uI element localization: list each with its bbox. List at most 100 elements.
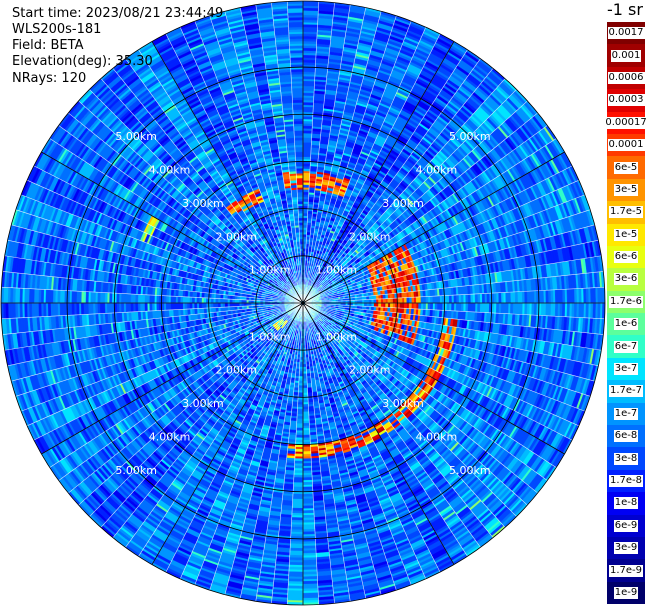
ray-separator	[1, 286, 301, 304]
ray-separator	[305, 255, 602, 303]
colorbar-swatch: 1e-8	[607, 492, 645, 515]
ray-separator	[304, 138, 557, 302]
ray-separator	[20, 303, 301, 412]
ray-separator	[11, 303, 301, 382]
range-ring-label: 4.00km	[416, 164, 458, 177]
colorbar-tick-label: 0.0006	[607, 71, 645, 84]
colorbar-swatch: 6e-6	[607, 245, 645, 269]
ray-separator	[165, 304, 303, 573]
colorbar-tick-label: 0.001	[610, 49, 642, 62]
ray-separator	[304, 304, 548, 481]
colorbar-tick-label: 3e-6	[613, 273, 639, 286]
colorbar-tick-label: 1e-6	[613, 318, 639, 331]
colorbar-tick-label: 6e-7	[613, 340, 639, 353]
ray-separator	[112, 68, 302, 302]
ray-separator	[303, 305, 397, 591]
ray-separator	[100, 78, 302, 302]
colorbar: 0.0017 0.001 0.0006 0.0003 0.00017 0.0001 6e-5…	[604, 22, 647, 605]
ray-separator	[304, 304, 538, 494]
ray-separator	[209, 15, 303, 301]
range-ring-label: 3.00km	[182, 197, 224, 210]
ray-separator	[255, 4, 303, 301]
colorbar-tick-label: 1.7e-9	[608, 564, 644, 577]
colorbar-swatch: 0.0017	[607, 22, 645, 45]
ray-separator	[271, 2, 304, 301]
ray-separator	[239, 305, 303, 599]
ray-separator	[58, 304, 302, 481]
ray-separator	[302, 1, 320, 301]
ray-separator	[304, 304, 494, 538]
ray-separator	[305, 224, 595, 303]
colorbar-tick-label: 6e-6	[613, 251, 639, 264]
colorbar-swatch: 0.001	[607, 44, 645, 67]
ray-separator	[305, 179, 580, 303]
ray-separator	[224, 305, 303, 595]
range-ring-label: 2.00km	[215, 364, 257, 377]
ray-separator	[4, 255, 301, 303]
colorbar-swatch: 6e-7	[607, 335, 645, 358]
colorbar-tick-label: 1e-7	[613, 407, 639, 420]
ray-separator	[26, 179, 301, 303]
colorbar-swatch: 1.7e-8	[607, 469, 645, 493]
ray-separator	[89, 89, 302, 302]
ray-separator	[304, 165, 573, 303]
range-ring-label: 2.00km	[349, 230, 391, 243]
ray-separator	[304, 303, 573, 441]
colorbar-tick-label: 3e-5	[613, 183, 639, 196]
ray-separator	[2, 302, 301, 335]
nrays-text: NRays: 120	[12, 71, 87, 86]
range-ring-label: 4.00km	[416, 430, 458, 443]
ray-separator	[305, 239, 599, 303]
ray-separator	[68, 304, 302, 494]
ray-separator	[286, 1, 304, 301]
polar-grid	[0, 0, 606, 606]
ray-separator	[305, 209, 591, 303]
colorbar-swatch: 3e-9	[607, 536, 645, 560]
ray-separator	[239, 7, 303, 301]
ray-separator	[1, 302, 301, 320]
range-ring-label: 5.00km	[115, 130, 157, 143]
ray-separator	[58, 125, 302, 302]
ray-separator	[26, 303, 301, 427]
colorbar-tick-label: 6e-5	[613, 161, 639, 174]
colorbar-swatch: 1e-6	[607, 313, 645, 336]
ray-separator	[304, 304, 517, 517]
ray-separator	[302, 305, 335, 604]
colorbar-tick-label: 6e-8	[613, 430, 639, 443]
ray-separator	[255, 305, 303, 602]
ray-separator	[304, 89, 517, 302]
ray-separator	[303, 305, 351, 602]
ray-separator	[194, 305, 303, 586]
range-ring-label: 1.00km	[316, 264, 358, 277]
colorbar-tick-label: 0.0003	[607, 94, 645, 107]
colorbar-swatch: 3e-5	[607, 178, 645, 202]
colorbar-swatch: 1.7e-5	[607, 201, 645, 224]
range-ring-label: 3.00km	[382, 197, 424, 210]
ray-separator	[305, 303, 602, 351]
ray-separator	[303, 305, 412, 586]
ray-separator	[179, 26, 303, 301]
colorbar-swatch: 3e-6	[607, 268, 645, 291]
azimuth-spoke	[302, 151, 565, 304]
ray-separator	[194, 20, 303, 301]
ray-separator	[138, 49, 302, 302]
ray-separator	[305, 286, 605, 304]
ray-separator	[179, 305, 303, 580]
colorbar-swatch: 0.0001	[607, 133, 645, 157]
ray-separator	[303, 4, 351, 301]
colorbar-tick-label: 1.7e-7	[608, 385, 644, 398]
range-ring-label: 4.00km	[149, 164, 191, 177]
ray-separator	[7, 303, 301, 367]
colorbar-tick-label: 1.7e-5	[608, 206, 644, 219]
colorbar-tick-label: 1e-9	[613, 586, 639, 599]
ray-separator	[304, 304, 506, 528]
ray-separator	[304, 49, 468, 302]
colorbar-title: -1 sr	[607, 0, 643, 19]
ray-separator	[165, 33, 303, 302]
colorbar-swatch: 1.7e-6	[607, 290, 645, 314]
backscatter-cells	[1, 1, 605, 605]
ray-separator	[305, 302, 604, 335]
colorbar-swatch: 0.0003	[607, 89, 645, 112]
colorbar-tick-label: 1.7e-8	[608, 475, 644, 487]
